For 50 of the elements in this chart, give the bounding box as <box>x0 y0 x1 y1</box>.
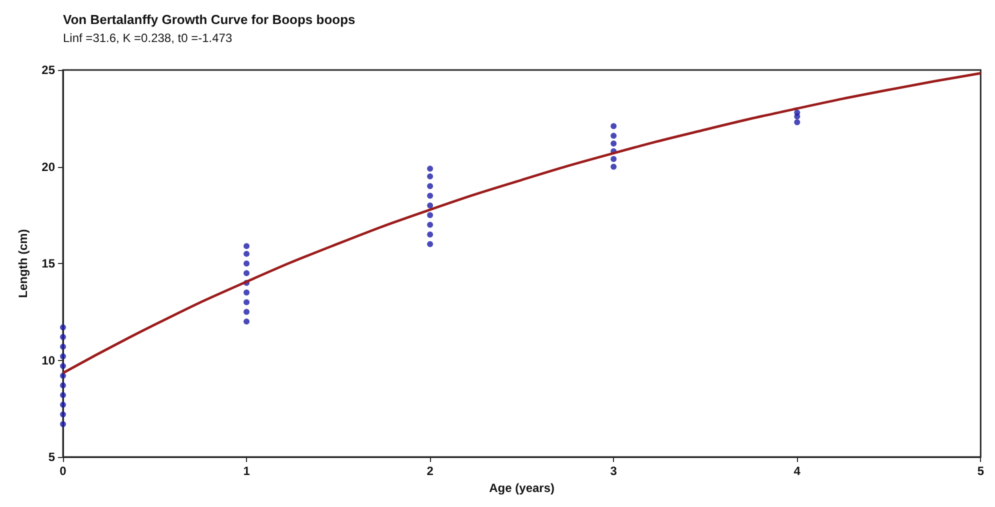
point <box>427 192 434 199</box>
point <box>244 318 250 325</box>
point <box>60 363 66 370</box>
point <box>244 250 250 257</box>
point <box>427 231 434 238</box>
point <box>427 173 434 180</box>
point <box>60 353 66 360</box>
y-tick-label: 20 <box>42 160 56 174</box>
point <box>244 243 250 250</box>
x-tick-label: 3 <box>610 464 618 478</box>
point <box>60 334 66 340</box>
point <box>60 421 66 428</box>
x-tick-label: 2 <box>426 464 434 478</box>
chart-subtitle: Linf =31.6, K =0.238, t0 =-1.473 <box>63 31 232 45</box>
y-tick-label: 15 <box>42 256 56 270</box>
point <box>60 411 66 418</box>
y-axis-title: Length (cm) <box>16 229 30 298</box>
point <box>427 241 434 248</box>
point <box>610 156 617 162</box>
point <box>610 123 617 130</box>
point <box>610 164 617 170</box>
point <box>60 324 66 330</box>
point <box>427 183 434 190</box>
chart-title: Von Bertalanffy Growth Curve for Boops boops <box>63 12 356 27</box>
point <box>60 372 66 379</box>
y-tick-label: 10 <box>42 353 56 368</box>
point <box>244 290 250 296</box>
point <box>244 299 250 306</box>
x-tick-label: 0 <box>60 464 67 478</box>
y-tick-label: 5 <box>48 450 56 464</box>
point <box>427 212 434 218</box>
x-tick-label: 5 <box>977 464 984 478</box>
y-tick-label: 25 <box>42 63 56 77</box>
x-tick-label: 1 <box>243 464 250 478</box>
point <box>244 270 250 276</box>
point <box>60 402 66 408</box>
point <box>427 202 434 208</box>
point <box>610 132 617 139</box>
point <box>244 308 250 315</box>
x-tick-label: 4 <box>794 464 801 478</box>
point <box>794 110 800 116</box>
point <box>60 382 66 388</box>
point <box>427 222 434 228</box>
point <box>60 392 66 398</box>
point <box>60 344 66 350</box>
x-axis-title: Age (years) <box>489 480 555 495</box>
point <box>244 260 250 266</box>
point <box>794 119 800 126</box>
point <box>610 140 617 147</box>
point <box>427 166 434 172</box>
